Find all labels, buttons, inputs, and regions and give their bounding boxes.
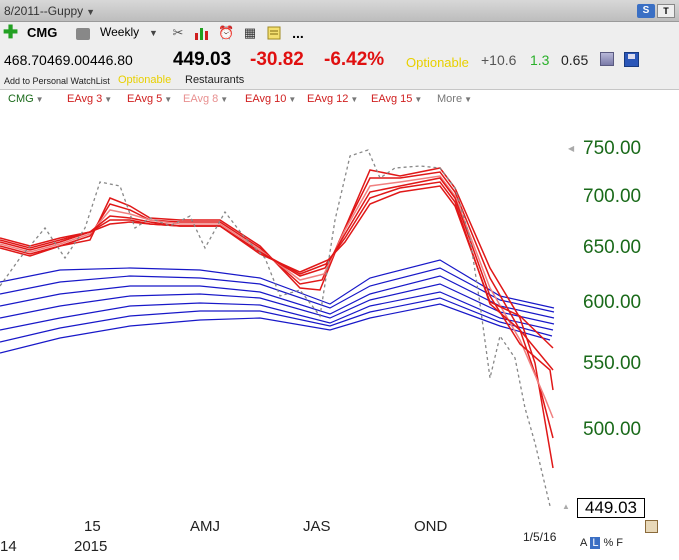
industry-link[interactable]: Restaurants	[185, 74, 245, 86]
chevron-down-icon[interactable]: ▼	[288, 95, 297, 104]
y-tick-label: 750.00	[583, 138, 642, 159]
scale-buttons: A L% F	[580, 537, 626, 549]
x-tick-label: JAS	[303, 518, 331, 535]
quote-low: 446.80	[90, 52, 133, 68]
indicator-eavg-15[interactable]: EAvg 15 ▼	[371, 93, 422, 105]
add-watchlist-link[interactable]: Add to Personal WatchList	[4, 76, 110, 86]
title-bar: 8/2011--Guppy ▼ S T	[0, 0, 679, 22]
chevron-down-icon[interactable]: ▼	[149, 28, 158, 38]
chevron-down-icon[interactable]: ▼	[86, 7, 96, 17]
long-ema-line	[0, 297, 553, 343]
x-tick-label: OND	[414, 518, 448, 535]
save-icon[interactable]	[624, 52, 639, 67]
x-tick-label: 14	[0, 538, 17, 555]
more-tools-button[interactable]: ...	[292, 25, 304, 41]
chart-canvas[interactable]	[0, 108, 679, 560]
period-select[interactable]: Weekly	[100, 25, 140, 39]
window-title[interactable]: 8/2011--Guppy ▼	[4, 4, 96, 18]
optionable-label: Optionable	[118, 74, 172, 86]
quote-high: 469.00	[47, 52, 90, 68]
quote-volume-value: 0.65	[561, 52, 589, 68]
y-tick-label: 700.00	[583, 186, 642, 207]
indicator-label: EAvg 12	[307, 93, 349, 105]
indicator-more[interactable]: More ▼	[437, 93, 472, 105]
x-tick-label: AMJ	[190, 518, 220, 535]
indicator-cmg[interactable]: CMG ▼	[8, 93, 44, 105]
scroll-up-icon[interactable]: ◀	[568, 144, 575, 153]
long-ema-line	[0, 259, 555, 309]
symbol-label[interactable]: CMG	[27, 25, 58, 40]
indicator-eavg-3[interactable]: EAvg 3 ▼	[67, 93, 112, 105]
y-tick-label: 600.00	[583, 292, 642, 313]
indicator-label: EAvg 3	[67, 93, 103, 105]
price-chart[interactable]: 1/5/16 449.03 A L% F ◀ ▲ 750.00 700.00 650.0…	[0, 108, 679, 560]
alarm-clock-icon[interactable]: ⏰	[218, 25, 235, 40]
sticky-note-icon[interactable]	[266, 25, 282, 41]
indicator-label: More	[437, 93, 463, 105]
stack-icon[interactable]	[600, 52, 614, 66]
chevron-down-icon[interactable]: ▼	[164, 95, 173, 104]
long-ema-line	[0, 267, 555, 313]
indicator-bar: CMG ▼ EAvg 3 ▼ EAvg 5 ▼ EAvg 8 ▼ EAvg 10 ▼ EAvg 12…	[0, 90, 679, 108]
indicator-label: CMG	[8, 93, 34, 105]
quote-open: 468.70	[4, 52, 47, 68]
tools-icon[interactable]: ✂	[172, 25, 184, 40]
quote-green-value: 1.3	[530, 52, 550, 68]
indicator-eavg-10[interactable]: EAvg 10 ▼	[245, 93, 296, 105]
scroll-down-icon[interactable]: ▲	[562, 502, 570, 511]
indicator-label: EAvg 5	[127, 93, 163, 105]
long-ema-line	[0, 275, 555, 319]
scale-button-pct[interactable]: %	[603, 537, 614, 549]
indicator-eavg-5[interactable]: EAvg 5 ▼	[127, 93, 172, 105]
bar-chart-icon[interactable]	[194, 25, 210, 41]
long-ema-line	[0, 303, 551, 354]
chevron-down-icon[interactable]: ▼	[350, 95, 359, 104]
s-menu-button[interactable]: S	[637, 4, 655, 18]
short-ema-line	[0, 167, 554, 469]
current-price-box: 449.03	[577, 498, 645, 518]
toolbar: ✚ CMG Weekly ▼ ✂ ⏰ ▦ ...	[0, 22, 679, 44]
price-line	[0, 149, 551, 507]
long-ema-line	[0, 283, 555, 325]
chevron-down-icon[interactable]: ▼	[35, 95, 44, 104]
short-ema-line	[0, 185, 554, 349]
short-ema-line	[0, 177, 554, 391]
y-tick-label: 550.00	[583, 353, 642, 374]
scale-button-l[interactable]: L	[590, 537, 601, 549]
t-menu-button[interactable]: T	[657, 4, 675, 18]
indicator-eavg-12[interactable]: EAvg 12 ▼	[307, 93, 358, 105]
x-tick-label: 2015	[74, 538, 108, 555]
indicator-label: EAvg 8	[183, 93, 219, 105]
pencil-icon[interactable]	[645, 520, 658, 533]
x-tick-label: 15	[84, 518, 101, 535]
indicator-eavg-8[interactable]: EAvg 8 ▼	[183, 93, 228, 105]
quote-panel: 468.70 469.00 446.80 449.03 -30.82 -6.42…	[0, 44, 679, 90]
indicator-label: EAvg 10	[245, 93, 287, 105]
chevron-down-icon[interactable]: ▼	[220, 95, 229, 104]
grid-table-icon[interactable]: ▦	[243, 25, 257, 40]
y-tick-label: 650.00	[583, 237, 642, 258]
chevron-down-icon[interactable]: ▼	[464, 95, 472, 104]
scale-button-f[interactable]: F	[616, 537, 623, 549]
quote-change: -30.82	[250, 49, 304, 70]
quote-last-price: 449.03	[173, 49, 232, 70]
chevron-down-icon[interactable]: ▼	[104, 95, 113, 104]
quote-plus-value: +10.6	[481, 52, 517, 68]
add-symbol-icon[interactable]: ✚	[3, 22, 19, 42]
last-date-label: 1/5/16	[523, 530, 557, 544]
print-icon[interactable]	[76, 28, 90, 40]
short-ema-line	[0, 181, 554, 371]
optionable-badge: Optionable	[406, 55, 469, 70]
indicator-label: EAvg 15	[371, 93, 413, 105]
long-ema-line	[0, 291, 554, 331]
y-tick-label: 500.00	[583, 419, 642, 440]
scale-button-a[interactable]: A	[580, 537, 588, 549]
chevron-down-icon[interactable]: ▼	[414, 95, 423, 104]
quote-change-percent: -6.42%	[324, 49, 385, 70]
